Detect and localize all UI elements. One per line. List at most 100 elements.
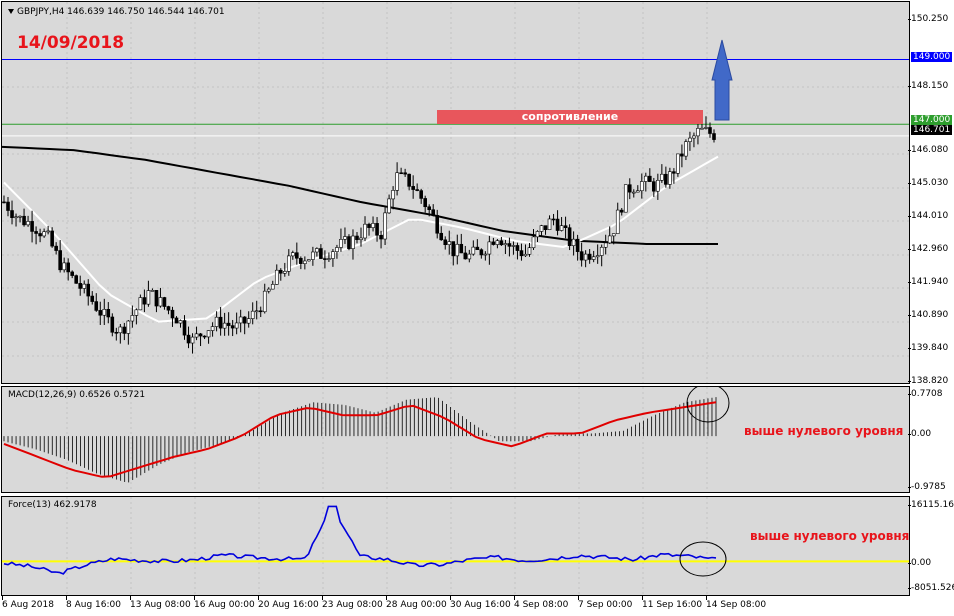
candle-body bbox=[114, 331, 119, 334]
ma-black-line bbox=[2, 145, 718, 245]
candle-body bbox=[174, 317, 179, 324]
force-pane[interactable]: Force(13) 462.9178 выше нулевого уровня bbox=[1, 496, 910, 596]
candle-body bbox=[371, 223, 375, 228]
candle-body bbox=[198, 333, 203, 337]
candle-body bbox=[299, 257, 303, 264]
candle-body bbox=[507, 243, 512, 247]
candle-body bbox=[435, 215, 440, 234]
candle-body bbox=[579, 251, 584, 261]
candle-body bbox=[459, 243, 464, 254]
price-tick: 146.080 bbox=[907, 145, 949, 155]
candle-body bbox=[684, 141, 688, 157]
symbol-ohlc: GBPJPY,H4 146.639 146.750 146.544 146.70… bbox=[17, 7, 225, 17]
macd-pane[interactable]: MACD(12,26,9) 0.6526 0.5721 выше нулевог… bbox=[1, 386, 910, 493]
force-canvas bbox=[2, 497, 909, 595]
candle-body bbox=[262, 290, 267, 313]
candle-body bbox=[170, 309, 175, 319]
candle-body bbox=[126, 320, 131, 334]
candle-body bbox=[379, 234, 383, 240]
candle-body bbox=[391, 190, 395, 200]
menu-triangle-icon[interactable] bbox=[8, 9, 14, 14]
candle-body bbox=[555, 218, 560, 231]
candle-body bbox=[18, 215, 22, 218]
macd-axis[interactable]: 0.7708 0.00 -0.9785 bbox=[907, 386, 954, 493]
candle-body bbox=[672, 171, 676, 174]
candle-body bbox=[347, 236, 351, 249]
candle-body bbox=[359, 237, 363, 240]
candle-body bbox=[704, 127, 708, 129]
resistance-box: сопротивление bbox=[437, 110, 703, 124]
candle-body bbox=[531, 236, 536, 249]
force-tick: 16115.16 bbox=[908, 500, 954, 510]
candle-body bbox=[266, 288, 271, 292]
candle-body bbox=[319, 248, 323, 259]
candle-body bbox=[591, 256, 596, 260]
candle-body bbox=[42, 231, 46, 237]
candle-body bbox=[519, 250, 524, 257]
time-tick: 6 Aug 2018 bbox=[2, 596, 54, 610]
date-label: 14/09/2018 bbox=[17, 33, 125, 53]
candle-body bbox=[599, 246, 604, 256]
candle-body bbox=[323, 258, 327, 260]
macd-annotation: выше нулевого уровня bbox=[744, 424, 904, 438]
candle-body bbox=[343, 236, 347, 240]
macd-label: MACD(12,26,9) 0.6526 0.5721 bbox=[8, 390, 146, 400]
price-tick: 139.840 bbox=[907, 343, 949, 353]
force-axis[interactable]: 16115.16 0.00 -8051.526 bbox=[907, 496, 954, 596]
candle-body bbox=[668, 171, 672, 185]
candle-body bbox=[194, 333, 199, 338]
candle-body bbox=[291, 252, 295, 257]
candle-body bbox=[547, 218, 552, 231]
candle-body bbox=[94, 301, 99, 311]
price-chart-pane[interactable]: GBPJPY,H4 146.639 146.750 146.544 146.70… bbox=[1, 1, 910, 384]
candle-body bbox=[150, 290, 155, 292]
candle-body bbox=[463, 252, 468, 260]
candle-body bbox=[656, 180, 660, 192]
up-arrow-icon bbox=[711, 39, 733, 121]
candle-body bbox=[10, 210, 14, 218]
candle-body bbox=[692, 135, 696, 139]
force-annotation: выше нулевого уровня bbox=[750, 529, 910, 543]
candle-body bbox=[270, 284, 275, 290]
candle-body bbox=[399, 172, 403, 175]
candle-body bbox=[423, 198, 427, 208]
candle-body bbox=[142, 297, 147, 305]
price-axis[interactable]: 150.250 148.150 146.080 145.030 144.010 … bbox=[907, 1, 954, 386]
candle-body bbox=[688, 137, 692, 142]
candle-body bbox=[583, 253, 588, 261]
candle-body bbox=[202, 335, 207, 338]
candle-body bbox=[676, 153, 680, 174]
time-tick: 28 Aug 00:00 bbox=[386, 596, 447, 610]
candle-body bbox=[50, 230, 54, 247]
candle-body bbox=[543, 225, 548, 231]
candle-body bbox=[106, 309, 111, 318]
candle-body bbox=[22, 215, 26, 226]
candle-body bbox=[186, 334, 191, 344]
candle-body bbox=[419, 190, 423, 199]
candle-body bbox=[527, 247, 532, 255]
macd-tick: 0.7708 bbox=[908, 389, 943, 399]
candle-body bbox=[559, 225, 564, 231]
candle-body bbox=[696, 128, 700, 137]
price-tick: 148.150 bbox=[907, 81, 949, 91]
candle-body bbox=[355, 235, 359, 240]
candle-body bbox=[648, 175, 652, 182]
level-149-tag: 149.000 bbox=[911, 52, 953, 62]
macd-canvas bbox=[3, 387, 730, 492]
candle-body bbox=[307, 259, 311, 262]
candle-body bbox=[575, 238, 580, 252]
candle-body bbox=[66, 262, 70, 273]
candle-body bbox=[295, 252, 299, 259]
candle-body bbox=[26, 221, 30, 226]
time-tick: 14 Sep 08:00 bbox=[706, 596, 767, 610]
candle-body bbox=[363, 223, 367, 239]
candle-body bbox=[6, 201, 10, 211]
candle-body bbox=[86, 283, 91, 297]
candle-body bbox=[455, 243, 460, 257]
candle-body bbox=[447, 241, 452, 245]
candle-body bbox=[122, 326, 127, 334]
time-axis[interactable]: 6 Aug 2018 8 Aug 16:00 13 Aug 08:00 16 A… bbox=[0, 596, 954, 616]
candle-body bbox=[403, 172, 407, 175]
candle-body bbox=[700, 127, 704, 130]
candle-body bbox=[623, 184, 628, 213]
